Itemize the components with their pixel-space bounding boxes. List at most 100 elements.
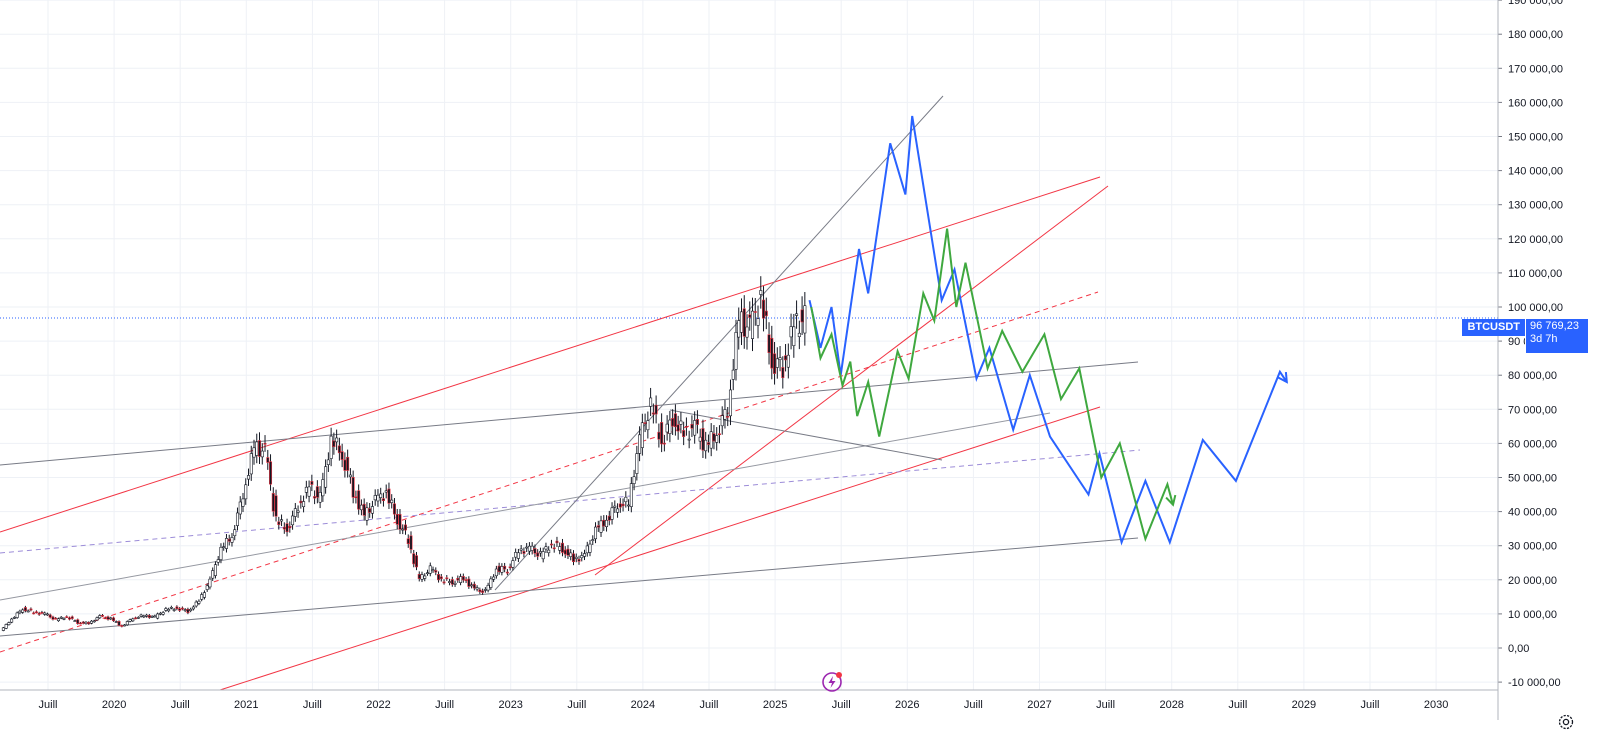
candle-body — [665, 423, 669, 433]
y-tick-label: 160 000,00 — [1508, 97, 1563, 109]
candle-body — [511, 560, 515, 568]
candle-body — [569, 552, 573, 557]
candle-body — [687, 438, 691, 441]
candle-body — [748, 314, 752, 318]
candle-body — [255, 441, 259, 456]
candle-body — [417, 574, 421, 579]
candle-body — [478, 589, 482, 593]
candle-body — [695, 419, 699, 425]
candle-body — [475, 587, 479, 590]
candle-body — [500, 566, 504, 573]
candle-body — [285, 523, 289, 533]
candle-body — [387, 488, 391, 504]
candle-body — [92, 620, 96, 623]
y-tick-label: 40 000,00 — [1508, 507, 1557, 519]
candle-body — [467, 578, 471, 587]
candle-body — [376, 494, 380, 502]
candle-body — [613, 505, 617, 508]
candle-body — [288, 526, 292, 529]
candle-body — [34, 611, 38, 614]
candle-body — [175, 606, 179, 609]
candle-body — [348, 474, 352, 478]
lightning-icon[interactable] — [821, 671, 843, 693]
candle-body — [439, 576, 443, 580]
candle-body — [728, 389, 732, 417]
candle-body — [464, 579, 468, 581]
candle-body — [87, 622, 91, 625]
candle-body — [720, 415, 724, 427]
candle-body — [147, 615, 151, 618]
candle-body — [134, 617, 138, 620]
candle-body — [78, 622, 82, 625]
settings-icon[interactable] — [1557, 713, 1575, 731]
y-tick-label: 70 000,00 — [1508, 404, 1557, 416]
candle-body — [706, 442, 710, 445]
y-tick-label: 10 000,00 — [1508, 609, 1557, 621]
candle-body — [530, 545, 534, 551]
candle-body — [764, 310, 768, 317]
candle-body — [668, 419, 672, 434]
candle-body — [370, 506, 374, 514]
y-tick-label: 130 000,00 — [1508, 200, 1563, 212]
y-tick-label: -10 000,00 — [1508, 677, 1561, 689]
candle-body — [359, 504, 363, 511]
candle-body — [340, 451, 344, 460]
candle-body — [280, 519, 284, 522]
candle-body — [643, 422, 647, 424]
candle-body — [690, 423, 694, 429]
candle-body — [751, 310, 755, 339]
trendline — [0, 291, 1099, 653]
candle-body — [442, 581, 446, 584]
candle-body — [302, 501, 306, 508]
candle-body — [106, 616, 110, 620]
time-axis[interactable]: Juill 2020 Juill 2021 Juill 2022 Juill 2023 Juil… — [0, 689, 1498, 711]
candle-body — [684, 425, 688, 428]
price-axis[interactable]: -10 000,00 0,00 10 000,00 20 000,00 30 000,0… — [1497, 0, 1563, 720]
candle-body — [169, 607, 173, 609]
x-tick-label: 2025 — [763, 699, 787, 711]
candle-body — [310, 481, 314, 485]
x-tick-label: 2026 — [895, 699, 919, 711]
candle-body — [392, 503, 396, 515]
projection-series — [808, 115, 1288, 546]
candle-body — [486, 584, 490, 591]
candle-body — [307, 486, 311, 497]
candle-body — [233, 529, 237, 537]
candle-body — [602, 519, 606, 527]
candle-body — [660, 422, 664, 445]
candle-body — [649, 397, 653, 407]
candle-body — [7, 622, 11, 625]
candle-body — [32, 612, 36, 615]
candle-body — [420, 574, 424, 580]
projection-series — [810, 228, 1174, 543]
candle-body — [731, 369, 735, 380]
candle-body — [191, 606, 195, 610]
candle-body — [227, 538, 231, 542]
candle-body — [131, 618, 135, 622]
candle-body — [406, 538, 410, 544]
candle-body — [409, 535, 413, 550]
candle-body — [18, 610, 22, 614]
candle-body — [753, 311, 757, 313]
candle-body — [230, 537, 234, 543]
candle-body — [274, 495, 278, 517]
x-tick-label: Juill — [171, 699, 190, 711]
candle-body — [701, 428, 705, 451]
candle-body — [525, 546, 529, 549]
candle-body — [200, 594, 204, 600]
x-tick-label: Juill — [303, 699, 322, 711]
candle-body — [238, 501, 242, 515]
candle-body — [45, 613, 49, 616]
candle-body — [112, 617, 116, 622]
candle-body — [29, 608, 33, 611]
candle-body — [450, 579, 454, 585]
candle-body — [693, 420, 697, 436]
candle-body — [558, 546, 562, 551]
candle-body — [426, 572, 430, 575]
candle-body — [136, 617, 140, 619]
candle-body — [596, 525, 600, 528]
candle-body — [84, 621, 88, 624]
y-tick-label: 170 000,00 — [1508, 63, 1563, 75]
candle-body — [54, 617, 58, 620]
